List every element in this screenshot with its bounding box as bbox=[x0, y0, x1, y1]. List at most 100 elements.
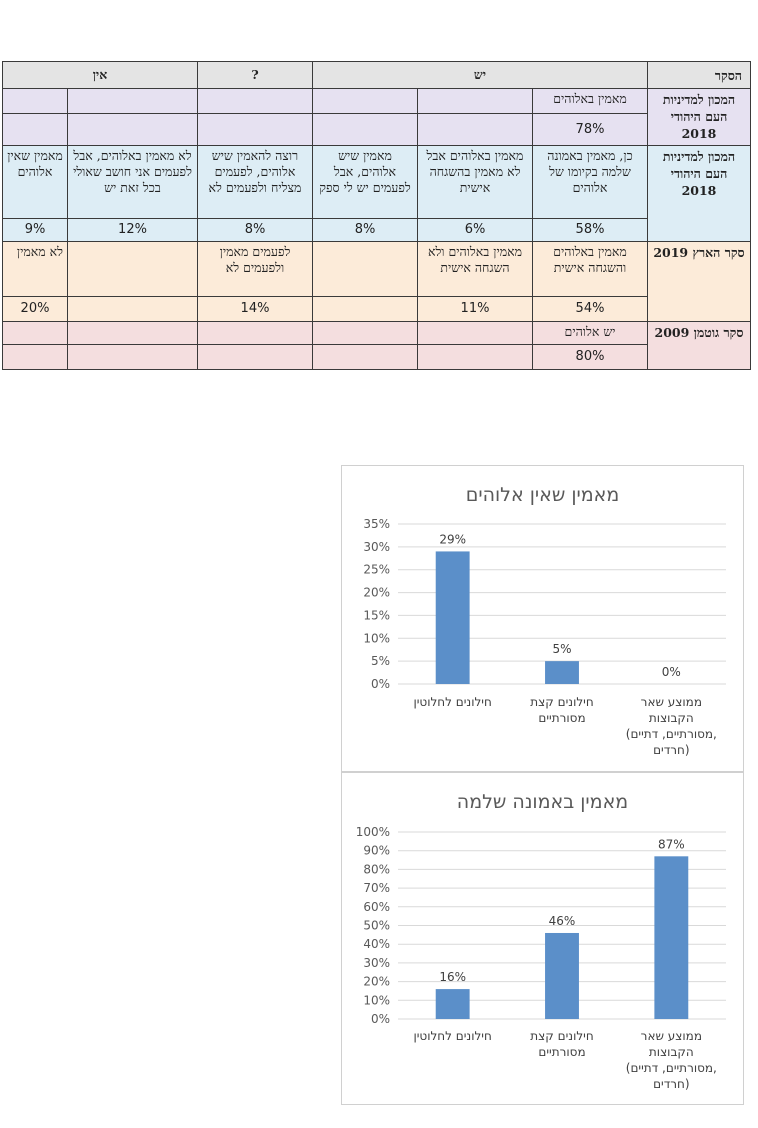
table-cell bbox=[67, 321, 198, 345]
table-pct bbox=[312, 113, 418, 146]
table-cell: מאמין באלוהים bbox=[532, 88, 648, 114]
table-pct bbox=[312, 296, 418, 322]
table-cell bbox=[312, 241, 418, 297]
y-tick-label: 50% bbox=[363, 919, 390, 933]
chart-svg: מאמין באמונה שלמה 0% 10% 20% 30% 40% 50% 60% 70%… bbox=[356, 791, 726, 1091]
table-row: 80% bbox=[2, 344, 751, 370]
data-label: 46% bbox=[549, 914, 576, 928]
y-tick-label: 70% bbox=[363, 881, 390, 895]
table-cell bbox=[67, 88, 198, 114]
table-row: סקר הארץ 2019 מאמין באלוהים והשגחה אישית… bbox=[2, 241, 751, 322]
bar bbox=[435, 989, 470, 1019]
table-cell: יש אלוהים bbox=[532, 321, 648, 345]
y-tick-label: 30% bbox=[363, 540, 390, 554]
table-cell bbox=[312, 321, 418, 345]
table-pct: 6% bbox=[417, 218, 533, 242]
table-pct bbox=[312, 344, 418, 370]
category-label: ממוצע שאר הקבוצות (מסורתיים, דתיים, חרדים) bbox=[626, 1029, 717, 1091]
bar bbox=[654, 856, 689, 1019]
category-label-line: חרדים) bbox=[653, 1077, 690, 1091]
chart-title: מאמין שאין אלוהים bbox=[466, 484, 620, 506]
table-cell: מאמין שאין אלוהים bbox=[2, 145, 68, 219]
table-header-row: הסקר יש ? אין bbox=[2, 61, 751, 89]
y-tick-label: 80% bbox=[363, 862, 390, 876]
y-tick-label: 60% bbox=[363, 900, 390, 914]
chart-svg: מאמין שאין אלוהים 0% 5% 10% 15% 20% 25% 30% 35% 2… bbox=[363, 484, 726, 757]
table-cell bbox=[2, 321, 68, 345]
table-pct bbox=[2, 113, 68, 146]
bar bbox=[435, 551, 470, 684]
data-label: 5% bbox=[552, 642, 571, 656]
table-pct: 12% bbox=[67, 218, 198, 242]
table-cell: לפעמים מאמין ולפעמים לא bbox=[197, 241, 313, 297]
category-label: חילונים לחלוטין bbox=[413, 1029, 491, 1043]
row-source: סקר גוטמן 2009 bbox=[647, 321, 751, 370]
y-tick-label: 100% bbox=[356, 825, 390, 839]
chart-full-faith: מאמין באמונה שלמה 0% 10% 20% 30% 40% 50% 60% 70%… bbox=[341, 772, 744, 1105]
data-label: 0% bbox=[662, 665, 681, 679]
table-pct bbox=[417, 113, 533, 146]
table-cell bbox=[312, 88, 418, 114]
table-cell bbox=[2, 88, 68, 114]
category-label-line: חרדים) bbox=[653, 743, 690, 757]
y-tick-label: 90% bbox=[363, 844, 390, 858]
bar bbox=[545, 932, 579, 1019]
table-pct bbox=[67, 344, 198, 370]
row-source: המכון למדיניות העם היהודי 2018 bbox=[647, 88, 751, 146]
category-label-line: (מסורתיים, דתיים, bbox=[626, 1061, 717, 1075]
table-cell: מאמין באלוהים אבל לא מאמין בהשגחה אישית bbox=[417, 145, 533, 219]
data-label: 29% bbox=[439, 532, 466, 546]
table-pct: 78% bbox=[532, 113, 648, 146]
y-tick-label: 0% bbox=[371, 1012, 390, 1026]
category-label-line: חילונים קצת bbox=[530, 695, 593, 709]
bar bbox=[545, 661, 579, 684]
table-cell: רוצה להאמין שיש אלוהים, לפעמים מצליח ולפ… bbox=[197, 145, 313, 219]
table-pct: 14% bbox=[197, 296, 313, 322]
table-row: המכון למדיניות העם היהודי 2018 מאמין באל… bbox=[2, 88, 751, 146]
category-label-line: הקבוצות bbox=[649, 1045, 694, 1059]
table-cell bbox=[197, 88, 313, 114]
y-tick-label: 35% bbox=[363, 517, 390, 531]
header-yes: יש bbox=[312, 61, 648, 89]
table-pct: 80% bbox=[532, 344, 648, 370]
table-cell bbox=[417, 321, 533, 345]
category-label-line: חילונים קצת bbox=[530, 1029, 593, 1043]
y-tick-label: 0% bbox=[371, 677, 390, 691]
y-tick-label: 5% bbox=[371, 654, 390, 668]
row-source: המכון למדיניות העם היהודי 2018 bbox=[647, 145, 751, 242]
chart-believes-no-god: מאמין שאין אלוהים 0% 5% 10% 15% 20% 25% 30% 35% 2… bbox=[341, 465, 744, 772]
category-label-line: (מסורתיים, דתיים, bbox=[626, 727, 717, 741]
category-label-line: חילונים לחלוטין bbox=[413, 1029, 491, 1043]
header-unknown: ? bbox=[197, 61, 313, 89]
table-cell: מאמין באלוהים ולא השגחה אישית bbox=[417, 241, 533, 297]
y-tick-label: 40% bbox=[363, 937, 390, 951]
chart-title: מאמין באמונה שלמה bbox=[457, 791, 628, 813]
category-label-line: ממוצע שאר bbox=[641, 1029, 702, 1043]
table-pct: 58% bbox=[532, 218, 648, 242]
table-row: 54% 11% 14% 20% bbox=[2, 296, 751, 322]
table-cell bbox=[417, 88, 533, 114]
row-source: סקר הארץ 2019 bbox=[647, 241, 751, 322]
y-tick-label: 30% bbox=[363, 956, 390, 970]
table-pct: 8% bbox=[312, 218, 418, 242]
data-label: 87% bbox=[658, 837, 685, 851]
table-cell: מאמין באלוהים והשגחה אישית bbox=[532, 241, 648, 297]
table-pct bbox=[2, 344, 68, 370]
table-pct bbox=[67, 113, 198, 146]
table-pct: 54% bbox=[532, 296, 648, 322]
y-tick-label: 20% bbox=[363, 975, 390, 989]
table-pct bbox=[417, 344, 533, 370]
table-pct bbox=[197, 344, 313, 370]
table-pct: 20% bbox=[2, 296, 68, 322]
table-pct: 8% bbox=[197, 218, 313, 242]
table-cell: לא מאמין באלוהים, אבל לפעמים אני חושב שא… bbox=[67, 145, 198, 219]
header-no: אין bbox=[2, 61, 198, 89]
table-row: 58% 6% 8% 8% 12% 9% bbox=[2, 218, 751, 242]
data-label: 16% bbox=[439, 970, 466, 984]
y-tick-label: 25% bbox=[363, 563, 390, 577]
category-label-line: הקבוצות bbox=[649, 711, 694, 725]
category-label-line: חילונים לחלוטין bbox=[413, 695, 491, 709]
survey-comparison-table: הסקר יש ? אין המכון למדיניות העם היהודי … bbox=[2, 61, 751, 370]
table-cell bbox=[67, 241, 198, 297]
category-label: ממוצע שאר הקבוצות (מסורתיים, דתיים, חרדים) bbox=[626, 695, 717, 757]
